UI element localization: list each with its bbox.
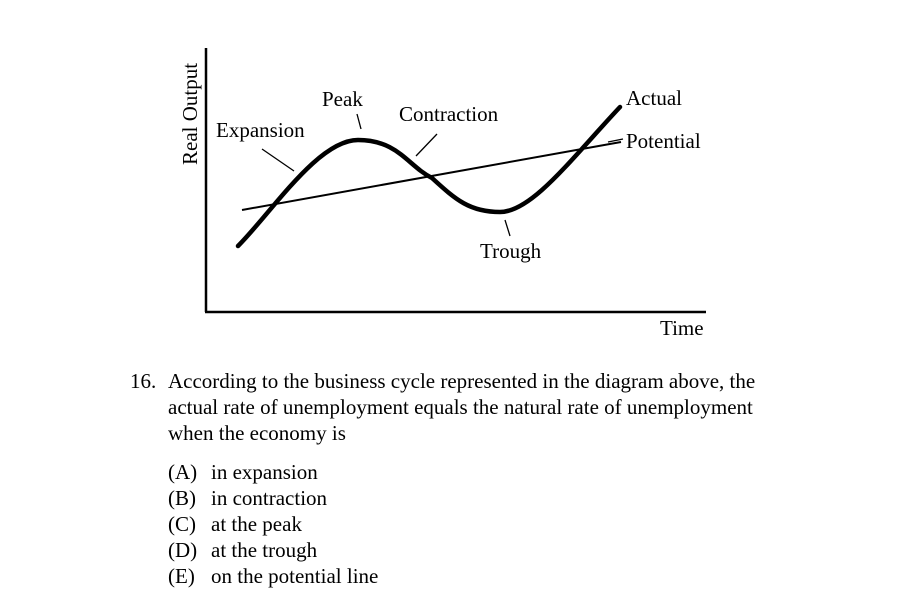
x-axis-label: Time: [660, 316, 704, 340]
actual-label: Actual: [626, 86, 682, 110]
business-cycle-diagram: Real Output Time Expansion Peak Contract…: [178, 48, 706, 340]
choice-text: at the trough: [211, 538, 318, 562]
choice-letter: (B): [168, 486, 196, 510]
question-block: 16. According to the business cycle repr…: [130, 368, 780, 446]
expansion-leader-line: [261, 148, 295, 172]
choice-letter: (A): [168, 460, 198, 484]
peak-label: Peak: [322, 87, 363, 111]
answer-choices: (A) in expansion (B) in contraction (C) …: [168, 459, 378, 589]
choice-e[interactable]: (E) on the potential line: [168, 563, 378, 589]
peak-leader-line: [356, 113, 362, 130]
choice-b[interactable]: (B) in contraction: [168, 485, 378, 511]
potential-label: Potential: [626, 129, 701, 153]
trough-label: Trough: [480, 239, 542, 263]
trough-leader-line: [504, 219, 511, 237]
expansion-label: Expansion: [216, 118, 305, 142]
choice-text: in contraction: [211, 486, 328, 510]
contraction-label: Contraction: [399, 102, 499, 126]
choice-c[interactable]: (C) at the peak: [168, 511, 378, 537]
y-axis-label: Real Output: [178, 63, 202, 165]
choice-a[interactable]: (A) in expansion: [168, 459, 378, 485]
question-text: According to the business cycle represen…: [168, 369, 756, 445]
choice-letter: (E): [168, 564, 195, 588]
choice-d[interactable]: (D) at the trough: [168, 537, 378, 563]
contraction-leader-line: [415, 133, 438, 157]
choice-text: on the potential line: [211, 564, 379, 588]
question-number: 16.: [130, 369, 157, 393]
actual-output-curve: [235, 104, 623, 249]
choice-text: at the peak: [211, 512, 302, 536]
choice-text: in expansion: [211, 460, 318, 484]
potential-leader-line: [607, 138, 624, 143]
choice-letter: (C): [168, 512, 196, 536]
choice-letter: (D): [168, 538, 198, 562]
